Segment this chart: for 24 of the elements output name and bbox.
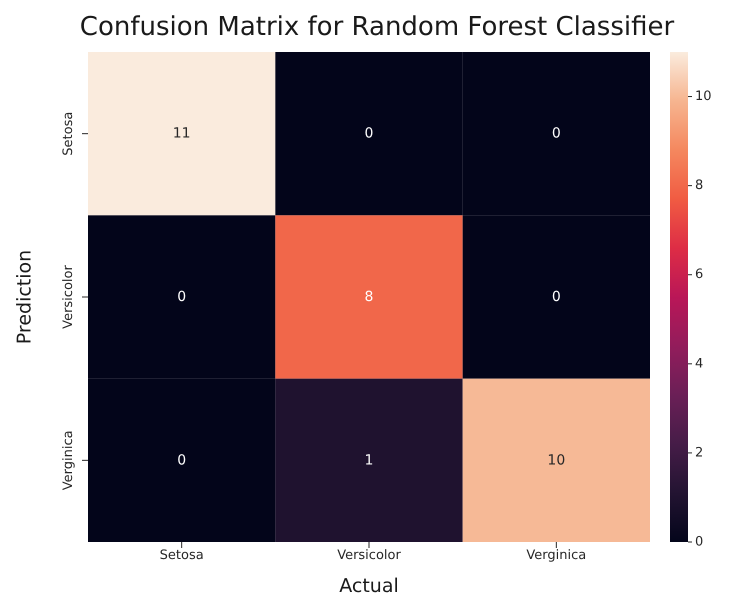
color-bar-label: 6 bbox=[695, 267, 704, 282]
x-tick-label: Versicolor bbox=[337, 548, 402, 564]
data-label: 10 bbox=[547, 452, 566, 468]
data-label: 0 bbox=[552, 126, 561, 142]
color-bar-label: 8 bbox=[695, 178, 704, 194]
x-axis-title: Actual bbox=[339, 575, 399, 597]
data-label: 8 bbox=[364, 289, 374, 305]
data-label: 0 bbox=[364, 126, 374, 142]
data-label: 0 bbox=[177, 289, 186, 305]
color-bar-label: 4 bbox=[695, 356, 704, 372]
data-label: 0 bbox=[552, 289, 561, 305]
x-tick-label: Verginica bbox=[526, 548, 586, 564]
data-label: 0 bbox=[177, 452, 186, 468]
data-label: 11 bbox=[172, 126, 191, 142]
chart-title: Confusion Matrix for Random Forest Classifier bbox=[78, 12, 676, 42]
y-tick-label: Verginica bbox=[61, 430, 76, 490]
y-axis-title: Prediction bbox=[14, 250, 36, 344]
y-tick-label: Setosa bbox=[61, 112, 76, 156]
y-tick-label: Versicolor bbox=[61, 264, 76, 329]
data-label: 1 bbox=[364, 452, 374, 468]
color-bar-label: 10 bbox=[695, 89, 712, 104]
color-bar-label: 0 bbox=[695, 534, 704, 550]
x-tick-label: Setosa bbox=[160, 548, 204, 564]
color-bar-label: 2 bbox=[695, 445, 704, 460]
